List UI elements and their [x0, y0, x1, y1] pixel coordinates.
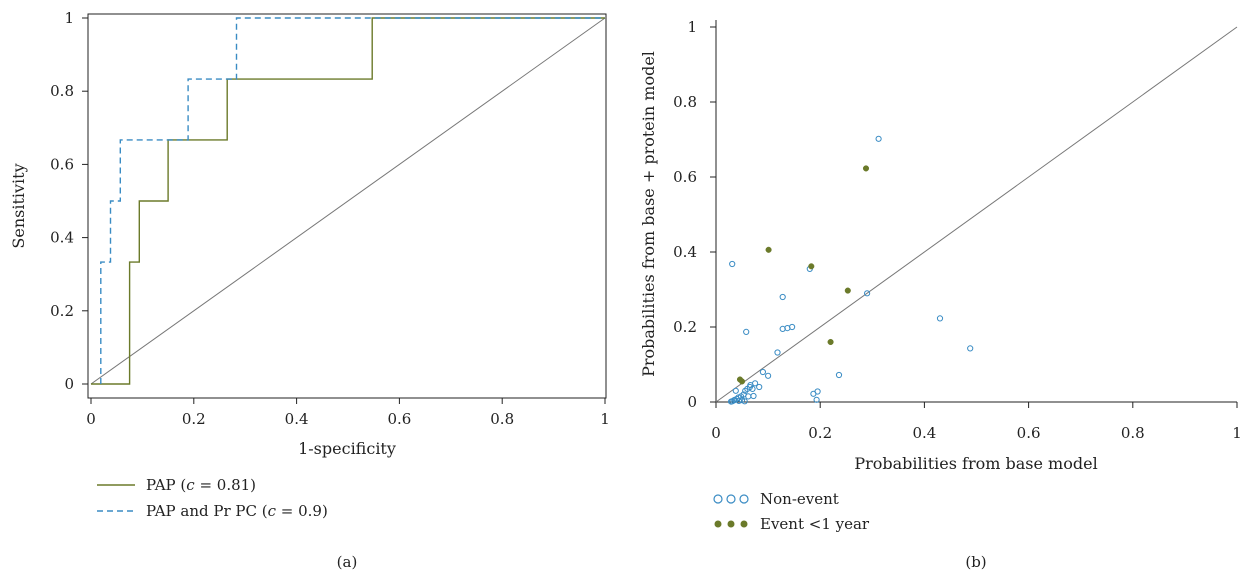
non-event-point [735, 397, 743, 404]
panel-a-x-tick-label: 0 [86, 410, 96, 428]
panel-b-y-axis-label: Probabilities from base + protein model [639, 51, 658, 377]
event-point [808, 263, 815, 270]
panel-a-x-tick-label: 0.8 [490, 410, 514, 428]
panel-a-y-tick-label: 0.2 [50, 302, 74, 320]
panel-b-x-axis-label: Probabilities from base model [854, 454, 1097, 473]
non-event-point [765, 372, 772, 379]
panel-a-y-tick-label: 0.6 [50, 155, 74, 173]
panel-b-reference-diagonal [715, 26, 1238, 403]
non-event-point [741, 398, 748, 405]
panel-a-x-tick-label: 0.4 [285, 410, 309, 428]
legend-label-pap-and-prpc: PAP and Pr PC (c = 0.9) [146, 502, 328, 520]
panel-b-points [728, 135, 974, 405]
panel-b-y-tick-label: 0.4 [673, 243, 697, 261]
non-event-point [875, 135, 882, 142]
non-event-point [789, 323, 796, 331]
panel-a-plot-frame [87, 13, 607, 399]
non-event-point [835, 371, 843, 379]
legend-label-non-event: Non-event [760, 490, 839, 508]
legend-swatch-non-event [713, 494, 749, 504]
non-event-point [936, 315, 944, 322]
panel-a-y-tick-label: 1 [64, 9, 74, 27]
non-event-point [750, 392, 757, 400]
panel-a-x-tick-label: 1 [600, 410, 610, 428]
panel-b-y-tick-label: 0 [687, 393, 697, 411]
panel-b: 0 0.2 0.4 0.6 0.8 1 0 0.2 0.4 0.6 0.8 1 Probabiliti… [639, 18, 1242, 571]
legend-label-event: Event <1 year [760, 515, 870, 533]
non-event-point [745, 393, 752, 400]
non-event-point [747, 382, 754, 389]
panel-b-x-tick-label: 1 [1232, 424, 1242, 442]
panel-a-y-axis-label: Sensitivity [9, 163, 28, 248]
legend-label-pap: PAP (c = 0.81) [146, 476, 256, 494]
non-event-point [967, 345, 974, 352]
panel-a-reference-diagonal [90, 17, 606, 385]
non-event-point [729, 260, 736, 268]
non-event-point [756, 383, 763, 391]
panel-b-x-tick-label: 0.4 [912, 424, 936, 442]
panel-a-x-tick-label: 0.2 [182, 410, 206, 428]
panel-a-x-tick-label: 0.6 [387, 410, 411, 428]
panel-a-caption: (a) [337, 553, 358, 571]
panel-a-series [91, 17, 605, 385]
panel-b-caption: (b) [965, 553, 986, 571]
panel-b-ticks: 0 0.2 0.4 0.6 0.8 1 0 0.2 0.4 0.6 0.8 1 [673, 18, 1242, 442]
panel-a-y-tick-label: 0.4 [50, 229, 74, 247]
roc-curve-pap-and-prpc [100, 17, 605, 384]
panel-a-ticks: 0 0.2 0.4 0.6 0.8 1 0 0.2 0.4 0.6 0.8 1 [50, 9, 610, 428]
panel-b-x-tick-label: 0.2 [808, 424, 832, 442]
event-point [844, 287, 851, 294]
non-event-point [779, 293, 786, 301]
non-event-point [864, 290, 871, 297]
event-point [827, 338, 834, 346]
panel-a: 0 0.2 0.4 0.6 0.8 1 0 0.2 0.4 0.6 0.8 1 1-specifici… [9, 9, 610, 571]
panel-a-y-tick-label: 0.8 [50, 82, 74, 100]
non-event-point [732, 387, 739, 394]
event-point [765, 246, 772, 253]
event-point [862, 165, 870, 172]
panel-b-x-tick-label: 0.8 [1121, 424, 1145, 442]
legend-swatch-event [714, 520, 748, 528]
non-event-point [774, 349, 781, 356]
non-event-point [814, 388, 821, 395]
panel-b-x-tick-label: 0 [711, 424, 721, 442]
panel-b-x-tick-label: 0.6 [1017, 424, 1041, 442]
panel-b-y-tick-label: 0.8 [673, 93, 697, 111]
event-point [738, 378, 746, 385]
roc-curve-pap [91, 17, 605, 385]
panel-b-y-tick-label: 0.6 [673, 168, 697, 186]
panel-b-y-tick-label: 1 [687, 18, 697, 36]
non-event-point [743, 328, 750, 335]
non-event-point [742, 387, 749, 394]
panel-a-y-tick-label: 0 [64, 375, 74, 393]
non-event-point [759, 368, 767, 376]
panel-a-legend: PAP (c = 0.81) PAP and Pr PC (c = 0.9) [97, 476, 328, 520]
panel-b-legend: Non-event Event <1 year [713, 490, 870, 533]
non-event-point [728, 398, 735, 405]
panel-b-y-tick-label: 0.2 [673, 318, 697, 336]
non-event-point [813, 396, 820, 403]
panel-a-x-axis-label: 1-specificity [298, 439, 396, 458]
